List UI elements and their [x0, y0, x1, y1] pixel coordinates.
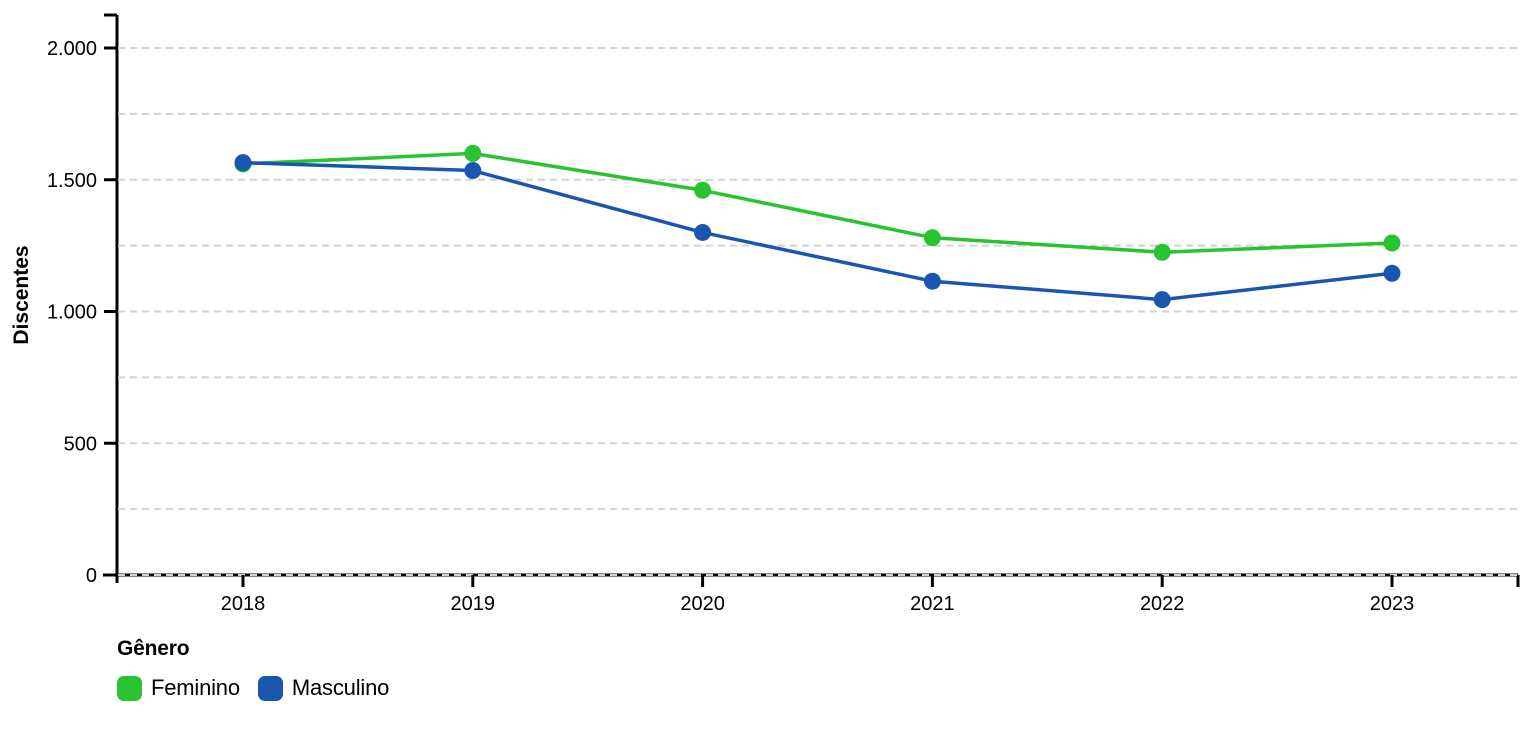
data-point-masculino-2020[interactable]	[694, 223, 712, 241]
y-tick-label: 2.000	[47, 38, 97, 60]
data-point-masculino-2022[interactable]	[1153, 291, 1171, 309]
x-tick-label: 2022	[1140, 593, 1185, 615]
data-point-feminino-2019[interactable]	[464, 144, 482, 162]
data-point-masculino-2018[interactable]	[234, 154, 252, 172]
legend-label-masculino: Masculino	[291, 675, 390, 700]
x-tick-label: 2018	[221, 593, 266, 615]
legend-label-feminino: Feminino	[151, 675, 240, 700]
series-line-feminino	[241, 151, 1394, 254]
axis-tick-labels: 0 500 1.000 1.500 2.000 2018 2019 2020 2021 2022 2…	[47, 38, 1414, 615]
series-line-masculino	[241, 160, 1394, 302]
data-point-feminino-2021[interactable]	[923, 229, 941, 247]
data-point-masculino-2023[interactable]	[1383, 264, 1401, 282]
x-tick-label: 2023	[1370, 593, 1415, 615]
y-tick-label: 1.500	[47, 170, 97, 192]
line-chart: 0 500 1.000 1.500 2.000 2018 2019 2020 2021 2022 2…	[10, 13, 1520, 615]
data-point-feminino-2022[interactable]	[1153, 243, 1171, 261]
legend-items: Feminino Masculino	[117, 675, 1521, 701]
legend-swatch-feminino	[117, 675, 142, 701]
y-tick-label: 0	[86, 565, 97, 587]
legend: Gênero Feminino Masculino	[117, 637, 1521, 701]
x-tick-label: 2020	[680, 593, 725, 615]
legend-item-feminino[interactable]: Feminino	[117, 675, 240, 701]
x-tick-label: 2021	[910, 593, 955, 615]
legend-item-masculino[interactable]: Masculino	[257, 675, 390, 701]
data-point-feminino-2020[interactable]	[694, 181, 712, 199]
gridlines	[118, 47, 1517, 576]
y-tick-label: 1.000	[47, 302, 97, 324]
data-point-masculino-2021[interactable]	[923, 272, 941, 290]
data-series	[234, 144, 1401, 309]
y-axis-title: Discentes	[10, 245, 33, 344]
axis-ticks	[104, 46, 1394, 587]
legend-swatch-masculino	[257, 675, 283, 701]
x-tick-label: 2019	[451, 593, 496, 615]
data-point-feminino-2023[interactable]	[1383, 234, 1401, 252]
y-tick-label: 500	[64, 433, 97, 455]
data-point-masculino-2019[interactable]	[464, 162, 482, 180]
legend-title: Gênero	[117, 637, 190, 660]
